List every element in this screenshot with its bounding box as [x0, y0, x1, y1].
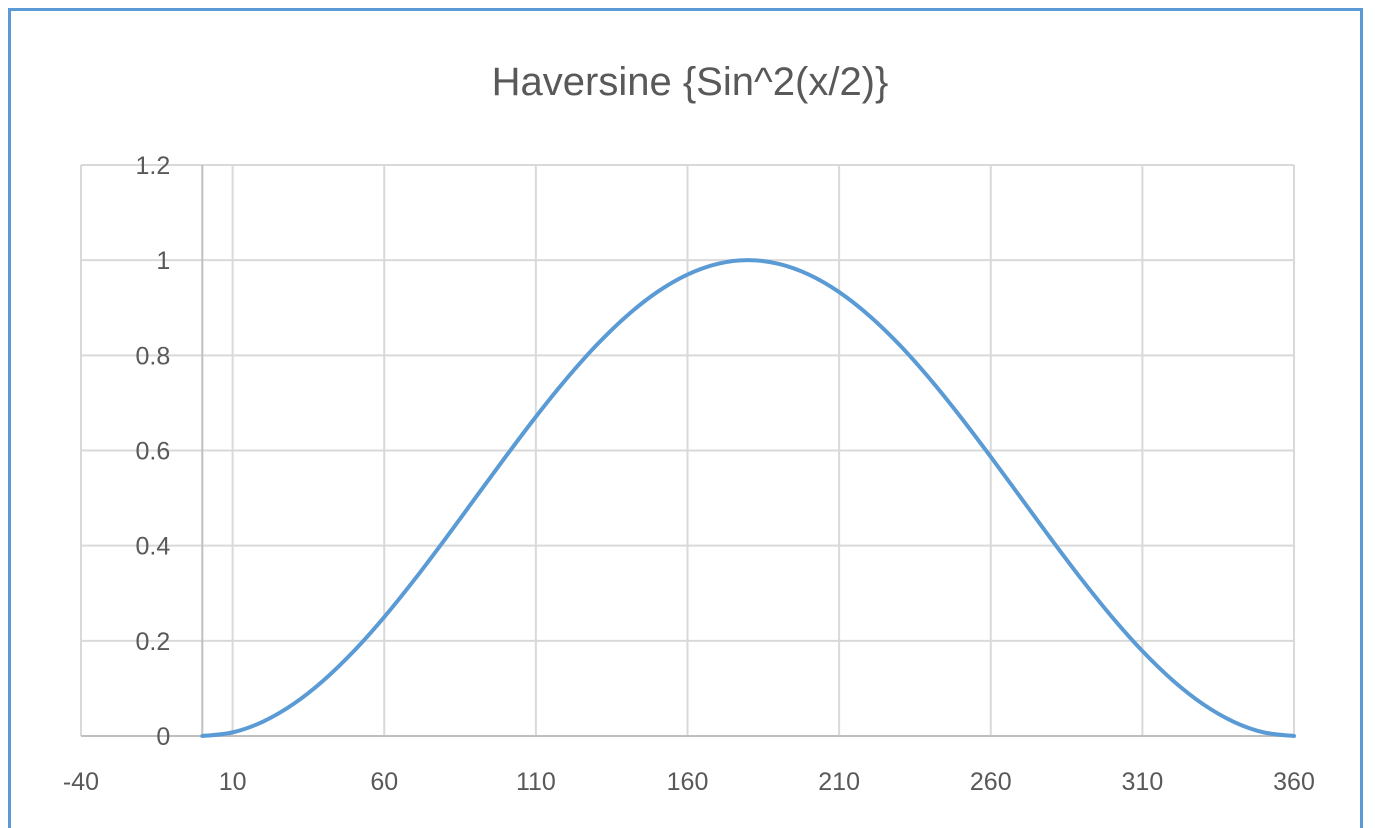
axes [81, 165, 1294, 737]
chart-frame [8, 8, 1363, 828]
series-line [200, 258, 1296, 738]
x-tick-label: 210 [818, 768, 860, 796]
tick-labels: -40 10 60 110 160 210 260 310 360 0 0.2 0.4 0.6 0.8 1 1… [63, 152, 1315, 796]
x-tick-label: 260 [970, 768, 1012, 796]
y-tick-label: 1.2 [136, 152, 171, 180]
series-layer [200, 258, 1296, 738]
y-tick-label: 1 [156, 247, 170, 275]
x-tick-label: -40 [63, 768, 99, 796]
chart-title: Haversine {Sin^2(x/2)} [492, 60, 889, 104]
y-tick-label: 0 [156, 723, 170, 751]
x-tick-label: 10 [219, 768, 247, 796]
y-tick-label: 0.8 [136, 342, 171, 370]
y-tick-label: 0.6 [136, 438, 171, 466]
x-tick-label: 60 [370, 768, 398, 796]
x-tick-label: 360 [1273, 768, 1315, 796]
x-tick-label: 160 [667, 768, 709, 796]
y-tick-label: 0.2 [136, 628, 171, 656]
y-tick-label: 0.4 [136, 533, 171, 561]
grid [80, 164, 1295, 737]
x-tick-label: 110 [516, 768, 556, 796]
x-tick-label: 310 [1122, 768, 1164, 796]
